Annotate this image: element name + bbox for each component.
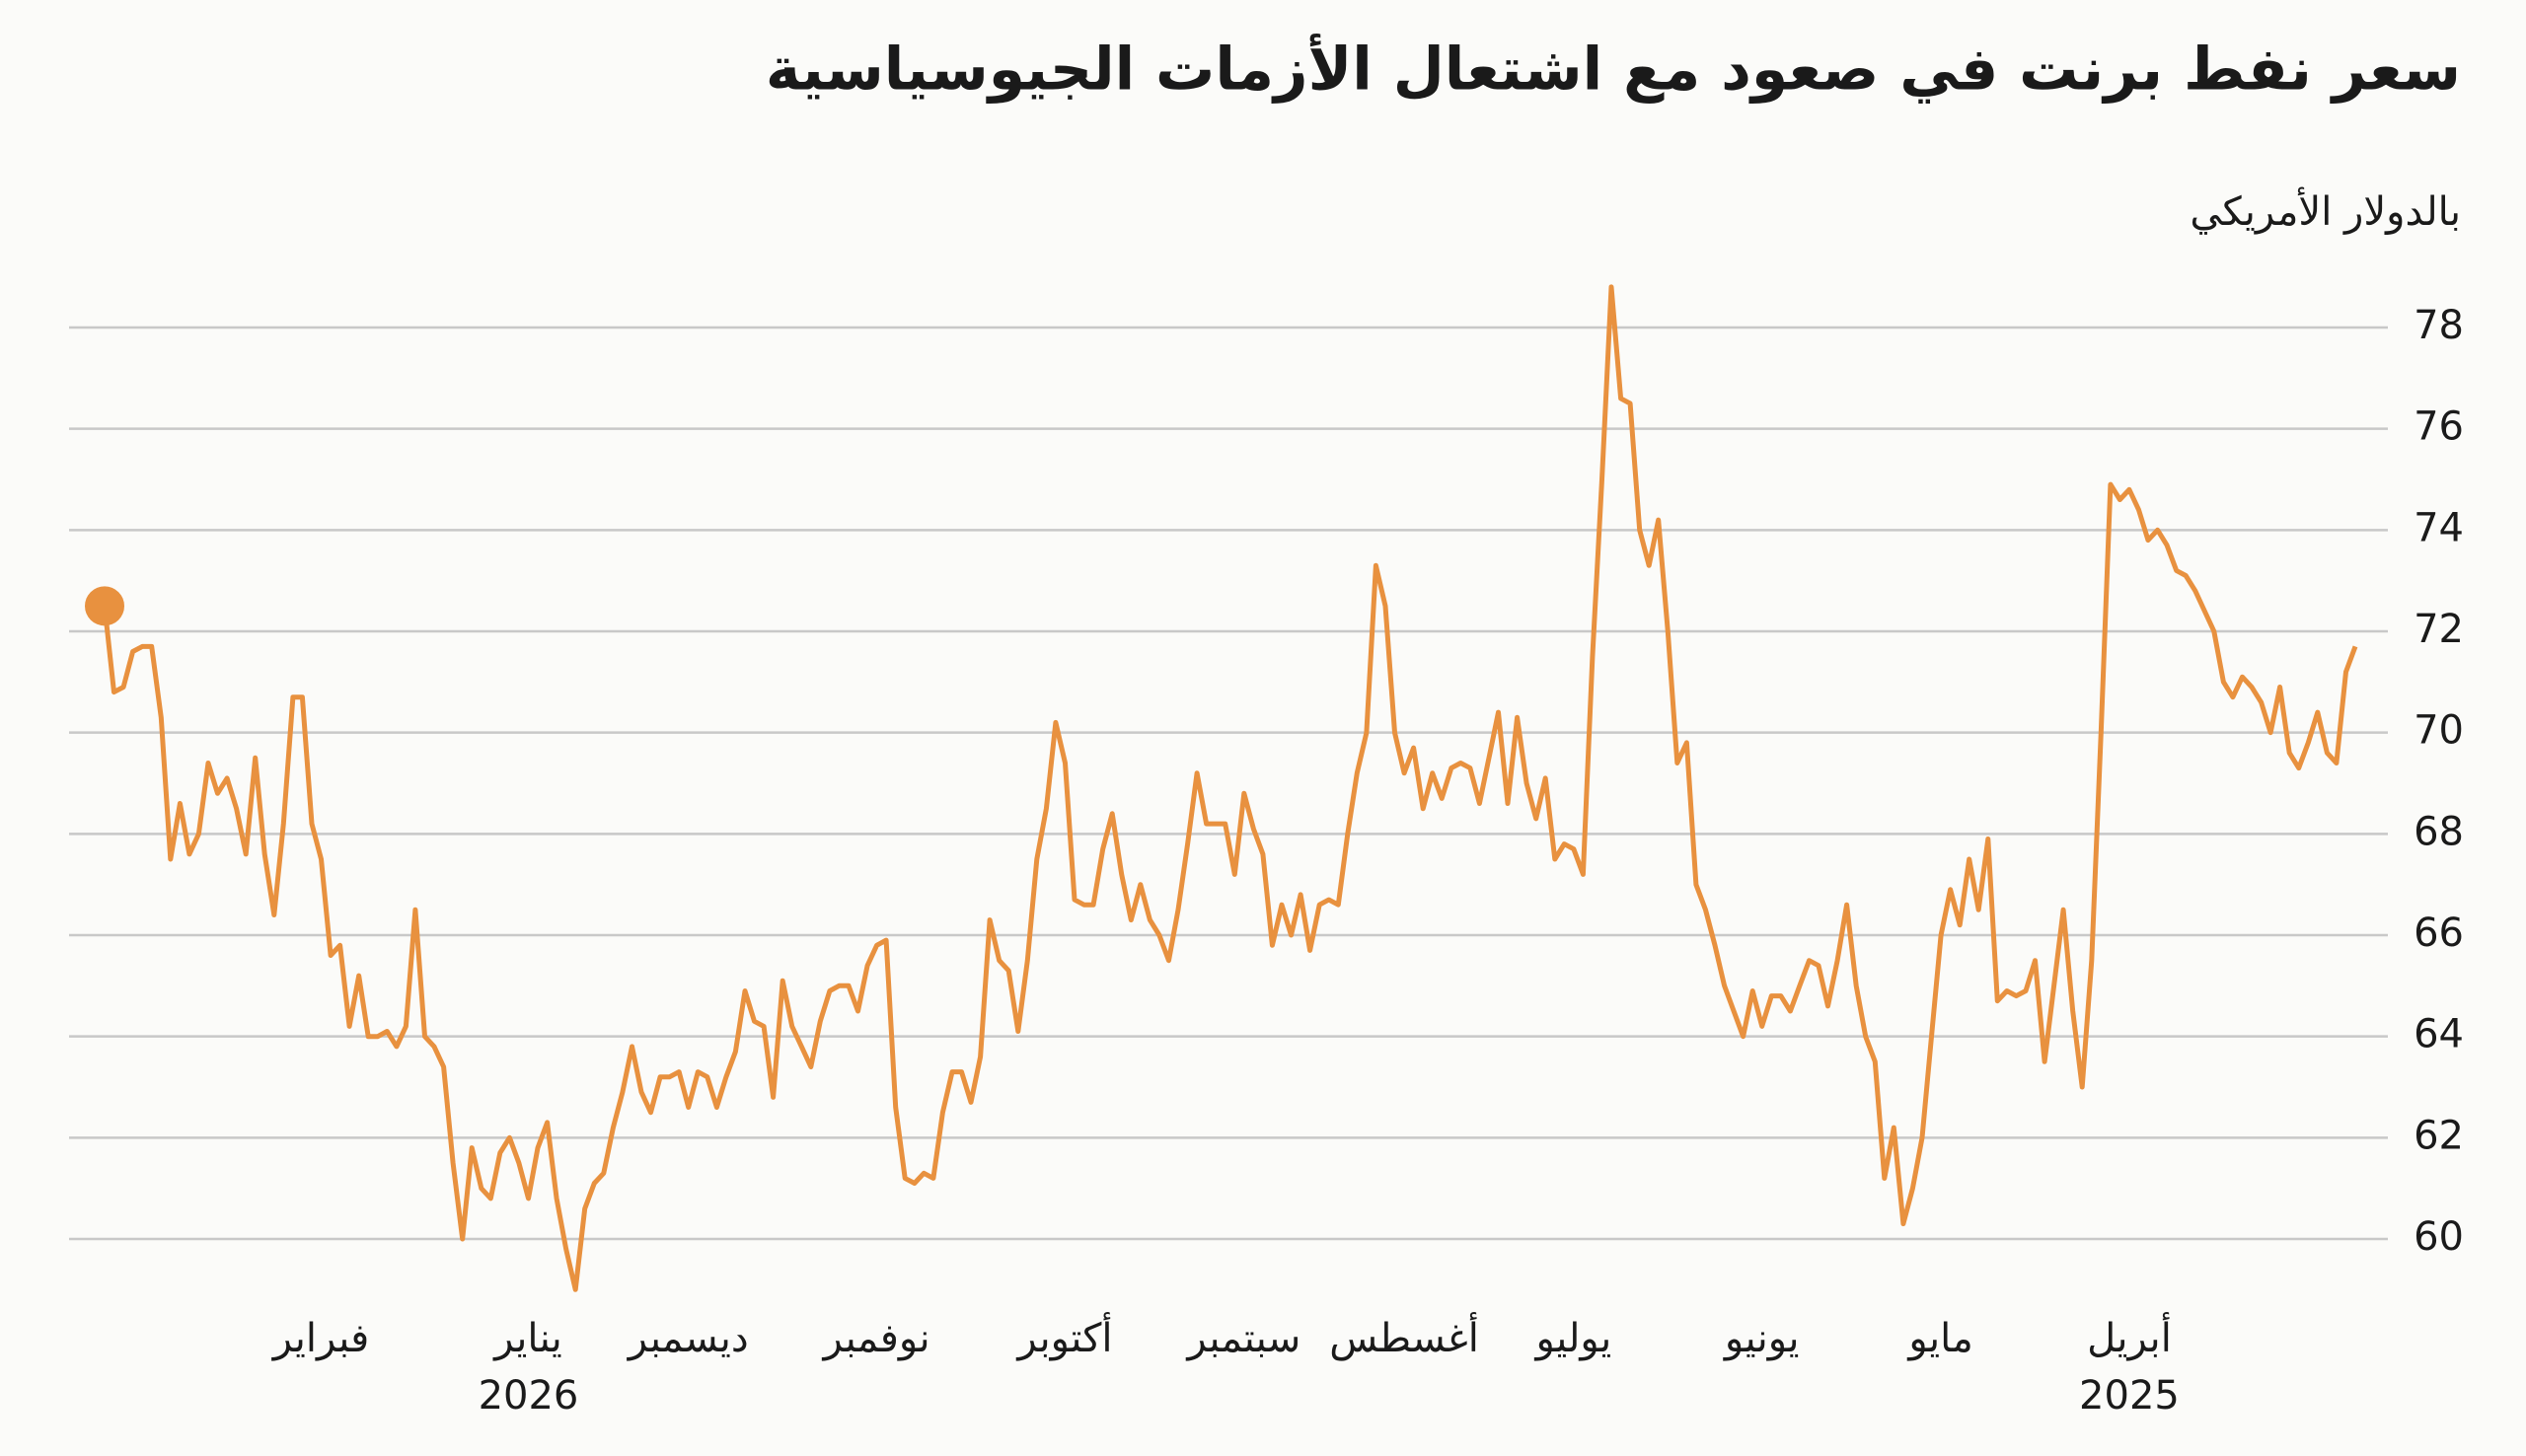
y-tick-label: 66 — [2414, 910, 2464, 956]
y-tick-label: 78 — [2414, 303, 2464, 348]
y-tick-label: 76 — [2414, 404, 2464, 450]
x-tick-label: أكتوبر — [1015, 1312, 1112, 1361]
x-tick-label: يونيو — [1723, 1316, 1800, 1361]
y-tick-label: 60 — [2414, 1214, 2464, 1260]
x-tick-label: أغسطس — [1329, 1312, 1479, 1361]
end-marker — [85, 586, 124, 626]
chart-subtitle: بالدولار الأمريكي — [2190, 186, 2461, 235]
y-tick-label: 62 — [2414, 1113, 2464, 1158]
x-tick-label: نوفمبر — [822, 1316, 930, 1361]
x-tick-label: فبراير — [271, 1316, 370, 1361]
x-tick-label: يناير 2026 — [479, 1316, 579, 1419]
y-tick-label: 74 — [2414, 505, 2464, 550]
x-tick-label: يوليو — [1533, 1316, 1611, 1361]
y-tick-label: 70 — [2414, 708, 2464, 754]
x-tick-label: مايو — [1906, 1316, 1972, 1361]
y-tick-label: 68 — [2414, 809, 2464, 854]
x-tick-label: ديسمبر — [627, 1316, 749, 1361]
y-tick-label: 72 — [2414, 607, 2464, 652]
price-line — [102, 284, 2358, 1292]
chart-title: سعر نفط برنت في صعود مع اشتعال الأزمات ا… — [766, 34, 2461, 105]
y-tick-label: 64 — [2414, 1012, 2464, 1057]
x-tick-label: سبتمبر — [1185, 1316, 1300, 1361]
x-tick-label: أبريل 2025 — [2079, 1312, 2180, 1419]
